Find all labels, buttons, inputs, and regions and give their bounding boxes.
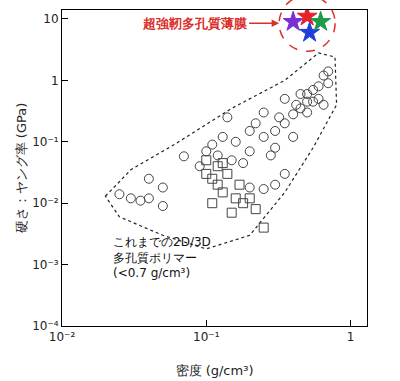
svg-text:10⁻¹: 10⁻¹ (193, 330, 220, 344)
svg-text:10⁻¹: 10⁻¹ (32, 135, 59, 149)
svg-text:1: 1 (347, 330, 355, 344)
svg-text:硬さ：ヤング率 (GPa): 硬さ：ヤング率 (GPa) (14, 103, 29, 234)
svg-text:10: 10 (43, 12, 58, 26)
svg-text:1: 1 (51, 74, 59, 88)
svg-text:超強靭多孔質薄膜: 超強靭多孔質薄膜 (142, 16, 247, 31)
svg-text:10⁻²: 10⁻² (49, 330, 76, 344)
svg-text:10⁻⁴: 10⁻⁴ (32, 319, 59, 333)
svg-text:10⁻²: 10⁻² (32, 196, 59, 210)
svg-text:10⁻³: 10⁻³ (32, 258, 59, 272)
svg-text:密度 (g/cm³): 密度 (g/cm³) (176, 363, 254, 378)
svg-text:これまでの2D/3D多孔質ポリマー(<0.7 g/cm³): これまでの2D/3D多孔質ポリマー(<0.7 g/cm³) (113, 235, 211, 280)
